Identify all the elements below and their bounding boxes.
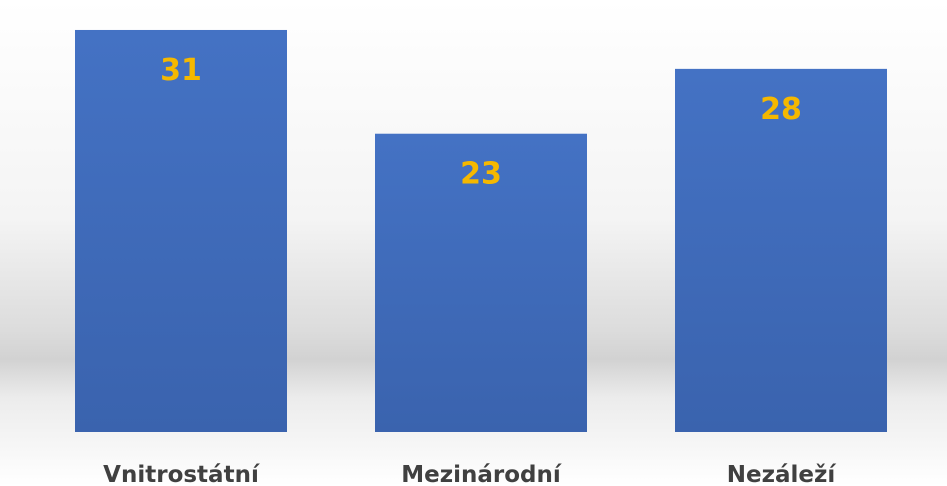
category-label-2: Nezáleží [727, 462, 837, 486]
bar-0 [75, 29, 287, 432]
category-label-1: Mezinárodní [401, 462, 562, 486]
data-label-1: 23 [460, 157, 502, 192]
data-label-0: 31 [160, 53, 202, 88]
category-labels-layer: Vnitrostátní Mezinárodní Nezáleží [103, 462, 836, 486]
data-labels-layer: 31 23 28 [160, 53, 802, 192]
bar-2 [675, 68, 887, 432]
category-label-0: Vnitrostátní [103, 462, 260, 486]
bar-1 [375, 133, 587, 432]
bars-layer [75, 29, 887, 432]
data-label-2: 28 [760, 92, 802, 127]
